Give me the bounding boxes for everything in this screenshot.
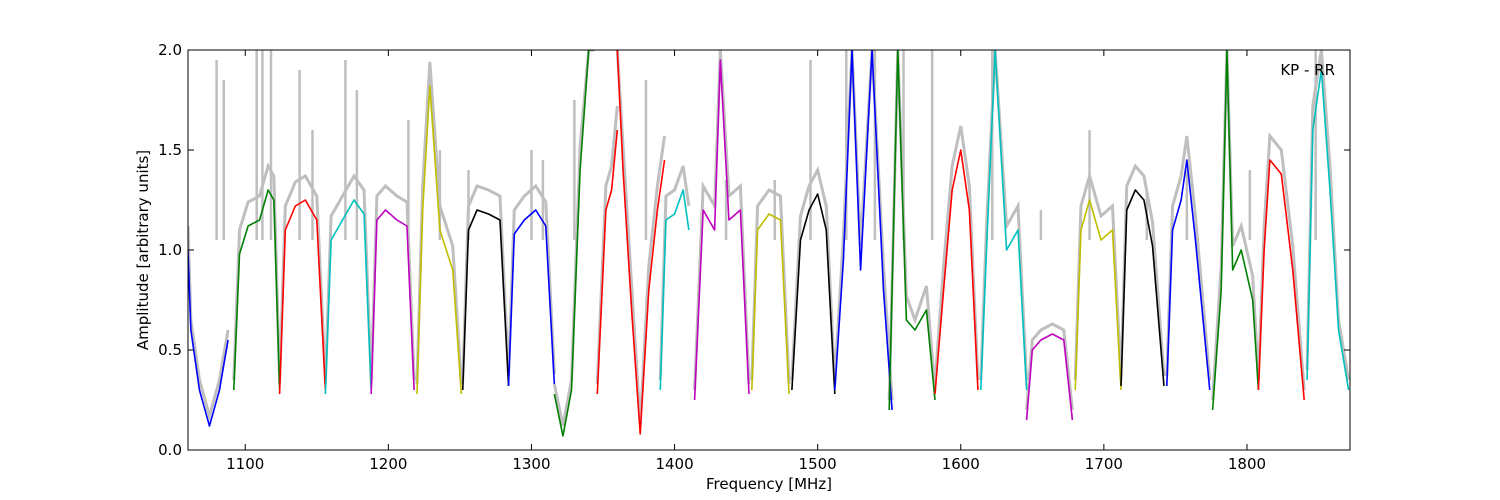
panel-annotation: KP - RR [1280, 61, 1335, 79]
x-axis-title: Frequency [MHz] [706, 475, 832, 493]
band-line [324, 199, 372, 395]
background-band-line [323, 173, 373, 385]
band-line [370, 209, 415, 395]
y-tick-label: 1.0 [158, 241, 182, 259]
band-line [1120, 189, 1165, 387]
x-tick-label: 1300 [512, 455, 550, 473]
band-line [834, 50, 893, 411]
plot-area [188, 50, 1350, 450]
band-line [934, 149, 979, 395]
band-line [1166, 159, 1211, 391]
background-band-line [1256, 132, 1306, 391]
band-line [693, 59, 750, 401]
x-tick-label: 1800 [1228, 455, 1266, 473]
y-tick-label: 2.0 [158, 41, 182, 59]
band-line [616, 50, 666, 435]
x-tick-label: 1600 [942, 455, 980, 473]
background-band-line [507, 183, 556, 377]
band-line [596, 129, 619, 395]
x-tick-label: 1700 [1085, 455, 1123, 473]
background-band-line [833, 50, 894, 401]
band-line [461, 209, 510, 391]
x-tick-label: 1100 [226, 455, 264, 473]
band-line [751, 213, 790, 395]
band-series-group [188, 50, 1350, 437]
band-line [507, 209, 556, 387]
band-line [553, 50, 595, 437]
x-tick-label: 1500 [799, 455, 837, 473]
band-line [979, 50, 1028, 391]
band-line [1025, 333, 1074, 421]
band-line [1306, 69, 1350, 391]
background-band-line [1025, 322, 1074, 411]
x-axis-ticks: 1100 1200 1300 1400 1500 1600 1700 1800 [226, 50, 1266, 473]
background-band-line [933, 125, 980, 385]
background-band-line [790, 165, 837, 385]
y-tick-label: 0.0 [158, 441, 182, 459]
band-line [416, 85, 463, 395]
y-axis-title: Amplitude [arbitrary units] [134, 150, 152, 350]
band-line [1211, 50, 1260, 411]
band-line [888, 50, 936, 411]
background-band-line [693, 50, 751, 391]
band-line [232, 189, 281, 391]
x-tick-label: 1200 [369, 455, 407, 473]
band-line [278, 199, 327, 395]
background-band-line [232, 162, 282, 381]
y-axis-ticks: 0.0 0.5 1.0 1.5 2.0 [158, 41, 1350, 459]
band-line [1257, 159, 1306, 401]
band-line [1074, 199, 1122, 391]
x-tick-label: 1400 [655, 455, 693, 473]
y-tick-label: 0.5 [158, 341, 182, 359]
band-line [188, 249, 229, 427]
y-tick-label: 1.5 [158, 141, 182, 159]
band-line [791, 193, 836, 395]
band-line [659, 189, 690, 391]
